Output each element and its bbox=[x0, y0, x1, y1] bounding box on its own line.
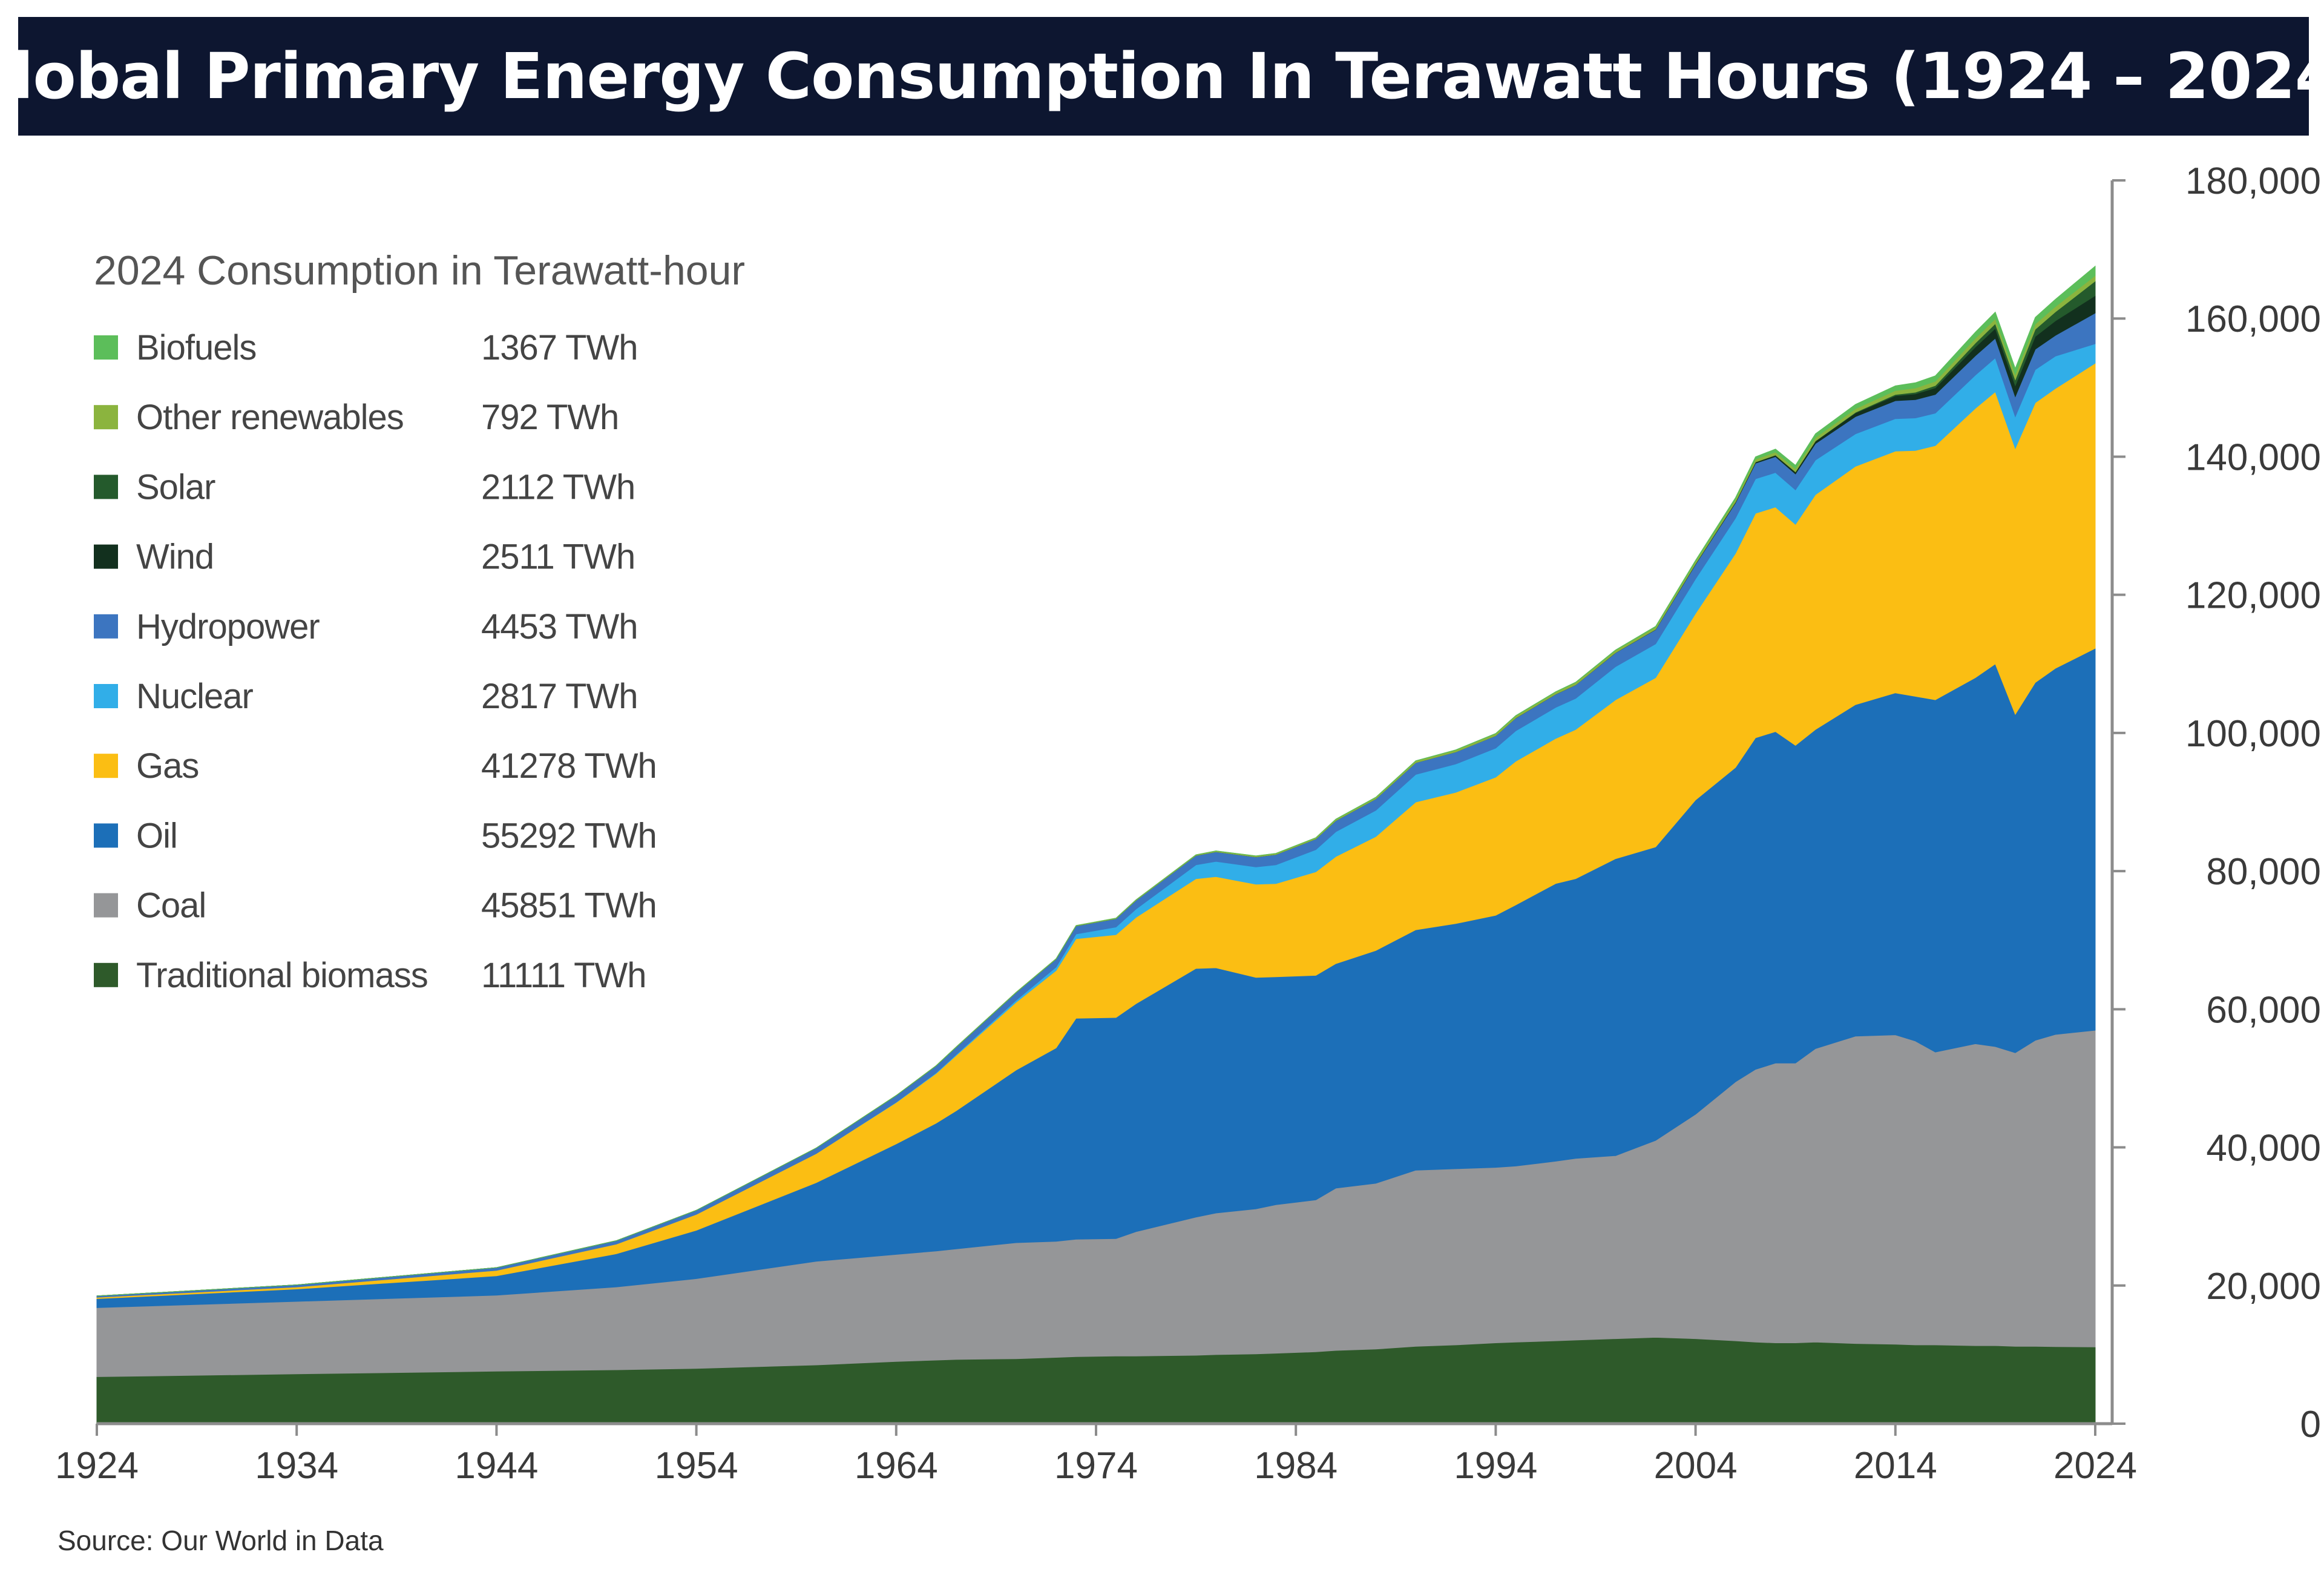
legend-value: 1367 TWh bbox=[481, 328, 638, 367]
x-tick-label: 2024 bbox=[2053, 1445, 2137, 1487]
y-tick-label: 140,000 bbox=[2185, 436, 2321, 478]
legend-label: Traditional biomass bbox=[136, 956, 428, 995]
legend-value: 55292 TWh bbox=[481, 816, 657, 855]
legend-label: Other renewables bbox=[136, 398, 404, 437]
area-layer bbox=[96, 265, 2096, 1424]
legend-label: Coal bbox=[136, 886, 206, 926]
legend-value: 2817 TWh bbox=[481, 677, 638, 716]
legend-item-traditional-biomass: Traditional biomass 11111 TWh bbox=[94, 956, 647, 995]
legend-value: 4453 TWh bbox=[481, 607, 638, 646]
legend-value: 2511 TWh bbox=[481, 538, 635, 577]
x-tick-label: 1944 bbox=[455, 1445, 538, 1487]
x-tick-label: 1924 bbox=[55, 1445, 139, 1487]
title-bar: Global Primary Energy Consumption In Ter… bbox=[0, 17, 2324, 136]
legend-item-biofuels: Biofuels 1367 TWh bbox=[94, 328, 638, 367]
source-note: Source: Our World in Data bbox=[57, 1525, 384, 1556]
legend: 2024 Consumption in Terawatt-hour Biofuel… bbox=[94, 248, 745, 995]
legend-label: Oil bbox=[136, 816, 177, 855]
legend-swatch bbox=[94, 405, 118, 430]
legend-title: 2024 Consumption in Terawatt-hour bbox=[94, 248, 745, 294]
legend-swatch bbox=[94, 335, 118, 360]
legend-swatch bbox=[94, 754, 118, 778]
legend-item-coal: Coal 45851 TWh bbox=[94, 886, 657, 926]
legend-value: 11111 TWh bbox=[481, 956, 646, 995]
legend-item-wind: Wind 2511 TWh bbox=[94, 538, 635, 577]
y-tick-label: 120,000 bbox=[2185, 575, 2321, 617]
legend-label: Wind bbox=[136, 538, 214, 577]
series-area-biofuels bbox=[96, 265, 2096, 1297]
legend-item-nuclear: Nuclear 2817 TWh bbox=[94, 677, 638, 716]
legend-label: Hydropower bbox=[136, 607, 320, 646]
legend-swatch bbox=[94, 544, 118, 569]
legend-swatch bbox=[94, 962, 118, 987]
legend-value: 41278 TWh bbox=[481, 746, 657, 786]
legend-swatch bbox=[94, 614, 118, 639]
legend-label: Solar bbox=[136, 467, 215, 507]
x-tick-label: 1974 bbox=[1054, 1445, 1138, 1487]
legend-item-other-renewables: Other renewables 792 TWh bbox=[94, 398, 619, 437]
legend-item-gas: Gas 41278 TWh bbox=[94, 746, 657, 786]
y-tick-label: 20,000 bbox=[2206, 1266, 2321, 1307]
legend-label: Biofuels bbox=[136, 328, 256, 367]
y-tick-label: 160,000 bbox=[2185, 298, 2321, 340]
x-tick-label: 1934 bbox=[255, 1445, 338, 1487]
legend-swatch bbox=[94, 893, 118, 918]
legend-swatch bbox=[94, 823, 118, 848]
legend-value: 45851 TWh bbox=[481, 886, 657, 926]
legend-label: Gas bbox=[136, 746, 199, 786]
legend-value: 792 TWh bbox=[481, 398, 619, 437]
axes-layer: 0 20,000 40,000 60,000 80,000 100,000 120,000 1… bbox=[55, 160, 2321, 1487]
legend-item-oil: Oil 55292 TWh bbox=[94, 816, 657, 855]
x-tick-label: 2004 bbox=[1654, 1445, 1738, 1487]
x-tick-label: 1984 bbox=[1254, 1445, 1338, 1487]
legend-item-hydropower: Hydropower 4453 TWh bbox=[94, 607, 638, 646]
legend-label: Nuclear bbox=[136, 677, 254, 716]
y-tick-label: 60,000 bbox=[2206, 989, 2321, 1031]
legend-swatch bbox=[94, 684, 118, 708]
legend-swatch bbox=[94, 475, 118, 499]
x-tick-label: 1954 bbox=[655, 1445, 738, 1487]
x-tick-label: 2014 bbox=[1854, 1445, 1937, 1487]
y-tick-label: 100,000 bbox=[2185, 713, 2321, 755]
y-tick-label: 180,000 bbox=[2185, 160, 2321, 202]
y-tick-label: 40,000 bbox=[2206, 1128, 2321, 1169]
y-tick-label: 0 bbox=[2300, 1404, 2321, 1445]
y-tick-label: 80,000 bbox=[2206, 851, 2321, 893]
legend-value: 2112 TWh bbox=[481, 467, 635, 507]
x-tick-label: 1994 bbox=[1454, 1445, 1537, 1487]
legend-item-solar: Solar 2112 TWh bbox=[94, 467, 635, 507]
chart-title: Global Primary Energy Consumption In Ter… bbox=[0, 39, 2324, 113]
x-tick-label: 1964 bbox=[855, 1445, 938, 1487]
